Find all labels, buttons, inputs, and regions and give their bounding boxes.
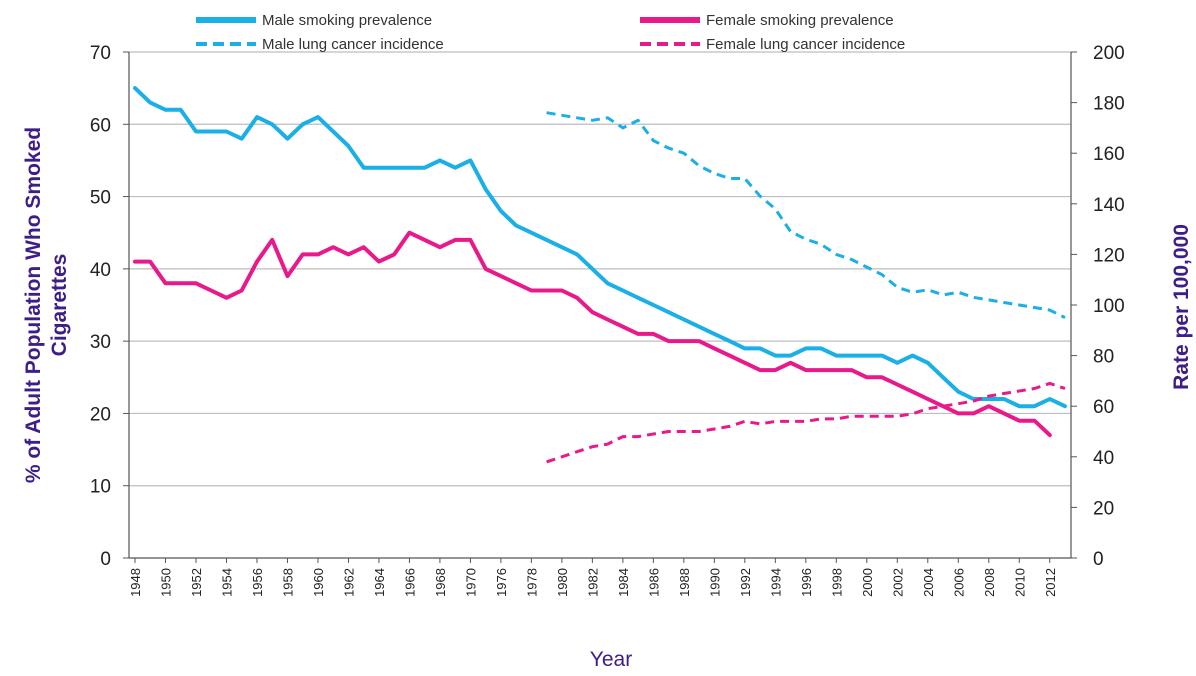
- y-right-tick-label: 180: [1093, 94, 1125, 115]
- y-right-tick-label: 0: [1093, 549, 1104, 570]
- male-lung-cancer-incidence-line: [546, 111, 1066, 319]
- x-tick-label: 1962: [341, 568, 356, 597]
- x-tick-label: 2010: [1012, 568, 1027, 597]
- y-axis-left-title: % of Adult Population Who Smoked Cigarett…: [22, 127, 71, 483]
- y-right-tick-label: 100: [1093, 296, 1125, 317]
- y-right-tick-label: 60: [1093, 397, 1114, 418]
- x-tick-label: 1960: [311, 568, 326, 597]
- x-tick-label: 2006: [951, 568, 966, 597]
- y-left-tick-label: 30: [90, 332, 111, 353]
- x-tick-label: 1956: [250, 568, 265, 597]
- legend-item-male-lung-cancer-incidence: Male lung cancer incidence: [196, 36, 444, 53]
- y-axis-right-title: Rate per 100,000: [1170, 224, 1193, 390]
- x-tick-label: 1970: [463, 568, 478, 597]
- x-tick-label: 1982: [585, 568, 600, 597]
- x-axis-title: Year: [590, 648, 632, 671]
- y-left-tick-label: 50: [90, 188, 111, 209]
- x-tick-label: 1968: [433, 568, 448, 597]
- y-right-tick-label: 120: [1093, 245, 1125, 266]
- legend-item-female-lung-cancer-incidence: Female lung cancer incidence: [640, 36, 905, 53]
- legend-label: Female smoking prevalence: [706, 12, 894, 29]
- x-tick-label: 1988: [677, 568, 692, 597]
- legend: Male smoking prevalence Female smoking pr…: [196, 12, 905, 53]
- x-tick-label: 2002: [890, 568, 905, 597]
- legend-item-male-smoking-prevalence: Male smoking prevalence: [196, 12, 432, 29]
- x-tick-label: 1980: [555, 568, 570, 597]
- y-right-tick-label: 140: [1093, 195, 1125, 216]
- y-left-tick-label: 60: [90, 115, 111, 136]
- y-left-tick-label: 40: [90, 260, 111, 281]
- x-tick-label: 2004: [921, 568, 936, 597]
- x-tick-label: 1948: [128, 568, 143, 597]
- y-left-tick-label: 70: [90, 43, 111, 64]
- x-tick-label: 1986: [646, 568, 661, 597]
- female-lung-cancer-incidence-line: [546, 381, 1066, 464]
- x-tick-label: 1958: [280, 568, 295, 597]
- y-right-tick-label: 40: [1093, 448, 1114, 469]
- female-smoking-prevalence-line: [133, 230, 1052, 438]
- x-tick-label: 2000: [860, 568, 875, 597]
- male-smoking-prevalence-line: [133, 86, 1067, 409]
- x-tick-label: 1964: [372, 568, 387, 597]
- y-right-tick-label: 200: [1093, 43, 1125, 64]
- x-tick-label: 1950: [158, 568, 173, 597]
- legend-item-female-smoking-prevalence: Female smoking prevalence: [640, 12, 894, 29]
- y-left-tick-label: 0: [100, 549, 111, 570]
- x-tick-label: 1992: [738, 568, 753, 597]
- x-tick-label: 1952: [189, 568, 204, 597]
- y-right-tick-label: 160: [1093, 144, 1125, 165]
- y-right-tick-label: 80: [1093, 347, 1114, 368]
- x-tick-label: 1954: [219, 568, 234, 597]
- legend-label: Male lung cancer incidence: [262, 36, 444, 53]
- x-tick-label: 1990: [707, 568, 722, 597]
- axes: 0 10 20 30 40 50 60 70 0 20 40 60 80 100 120 140 160 180 2…: [90, 43, 1125, 597]
- legend-label: Female lung cancer incidence: [706, 36, 905, 53]
- legend-label: Male smoking prevalence: [262, 12, 432, 29]
- x-tick-label: 1998: [829, 568, 844, 597]
- series-lines: [133, 86, 1067, 464]
- x-tick-label: 1984: [616, 568, 631, 597]
- x-tick-label: 1994: [768, 568, 783, 597]
- y-left-tick-label: 10: [90, 477, 111, 498]
- x-tick-label: 1978: [524, 568, 539, 597]
- y-left-tick-label: 20: [90, 404, 111, 425]
- x-tick-label: 1976: [494, 568, 509, 597]
- x-tick-label: 2012: [1043, 568, 1058, 597]
- x-tick-label: 1996: [799, 568, 814, 597]
- y-right-tick-label: 20: [1093, 498, 1114, 519]
- gridlines: [129, 51, 1071, 487]
- x-tick-label: 1966: [402, 568, 417, 597]
- x-tick-label: 2008: [982, 568, 997, 597]
